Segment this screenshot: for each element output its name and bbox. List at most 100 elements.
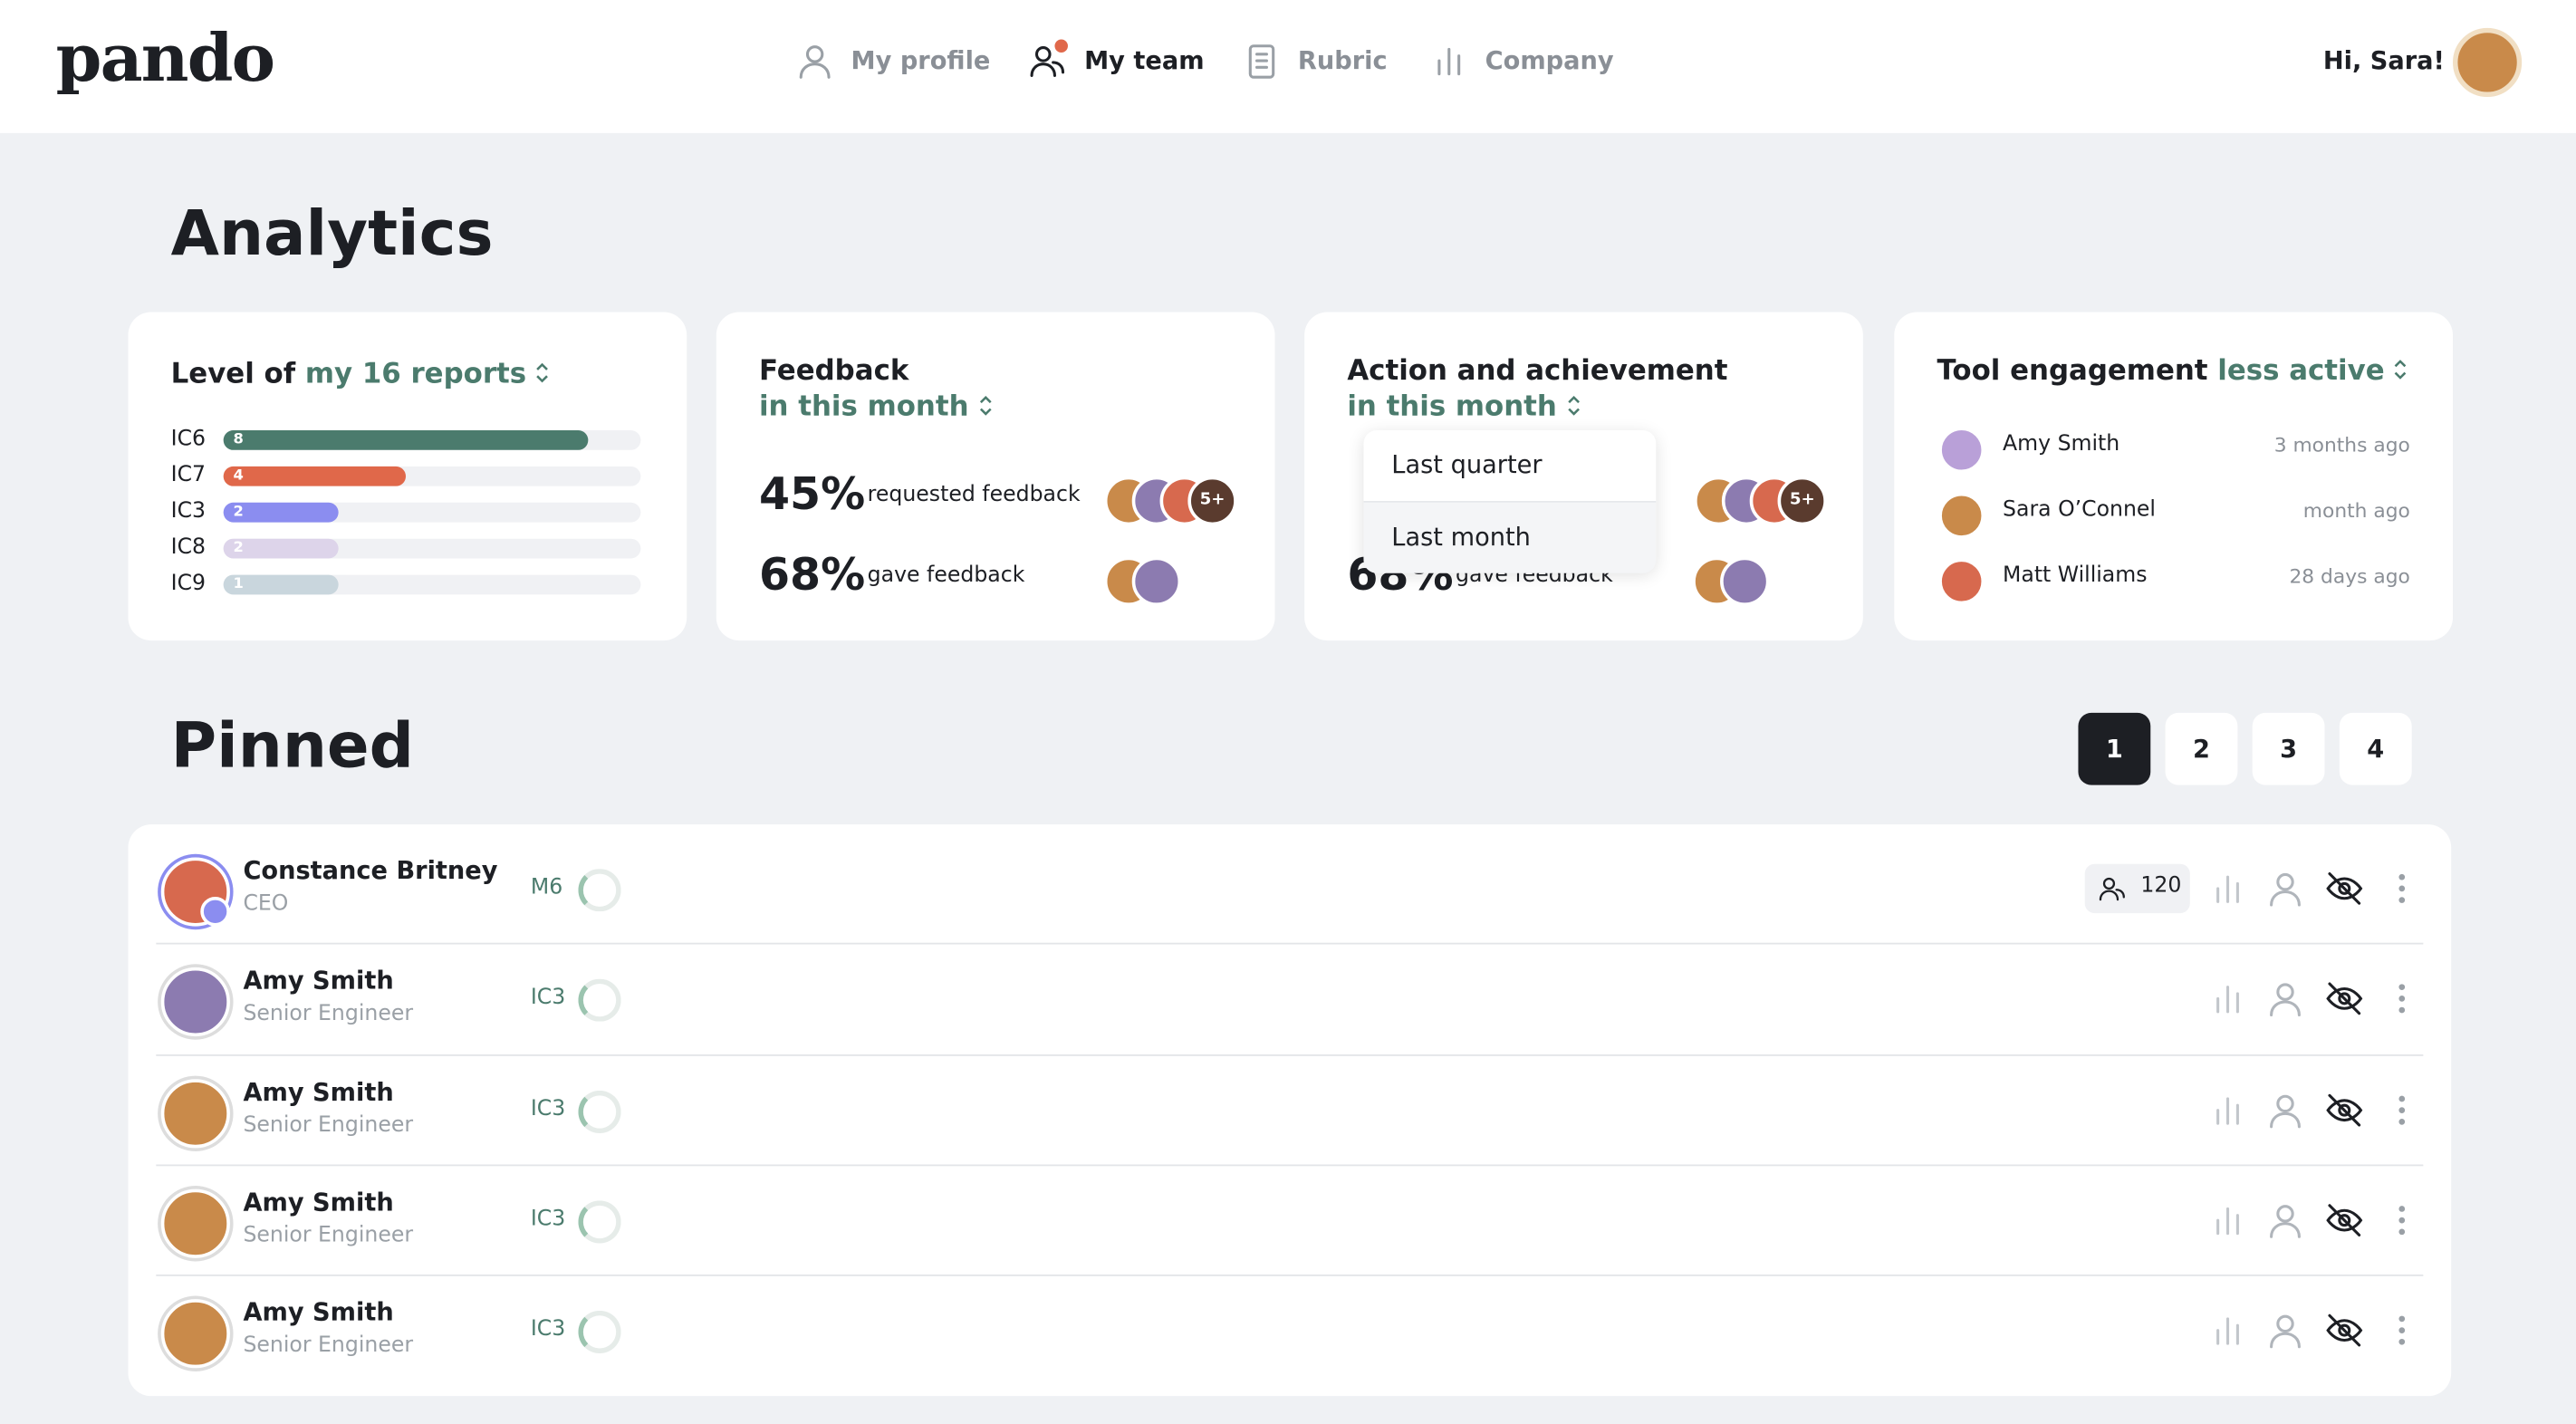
nav-icon (1429, 41, 1469, 87)
profile-button[interactable] (2265, 1311, 2305, 1357)
stat-label: gave feedback (867, 563, 1025, 589)
nav-item[interactable]: My team (1084, 45, 1205, 76)
card: Feedback in this month 45% requested feedba… (716, 312, 1275, 641)
title-text: Tool engagement (1937, 354, 2208, 388)
bar-label: IC3 (170, 499, 207, 524)
time-ago: 28 days ago (2289, 564, 2410, 589)
analytics-button[interactable] (2208, 979, 2248, 1025)
bar-count: 1 (233, 576, 244, 593)
selector[interactable]: my 16 reports (304, 358, 552, 391)
bar-count: 4 (233, 467, 244, 485)
bar: 2 (223, 538, 339, 559)
person-name[interactable]: Amy Smith (243, 966, 394, 996)
hide-button[interactable] (2325, 1090, 2365, 1136)
more-button[interactable] (2382, 869, 2422, 915)
level-label: IC3 (530, 1207, 566, 1232)
selector-text: in this month (758, 390, 969, 424)
section-title: Pinned (170, 709, 415, 783)
nav-icon (795, 41, 835, 87)
time-ago: month ago (2302, 499, 2410, 523)
person-role: Senior Engineer (243, 1002, 414, 1027)
card: Tool engagement less active Amy Smith 3 mo… (1894, 312, 2454, 641)
card-title: Feedback (758, 354, 909, 388)
profile-button[interactable] (2265, 1200, 2305, 1246)
row-divider (156, 1054, 2424, 1056)
level-label: IC3 (530, 1096, 566, 1121)
avatar (160, 967, 230, 1037)
bar: 2 (223, 502, 339, 523)
badge (200, 896, 230, 927)
header (0, 0, 2576, 133)
more-button[interactable] (2382, 1090, 2422, 1136)
greeting: Hi, Sara! (2322, 45, 2445, 76)
nav-item[interactable]: My profile (851, 45, 991, 76)
person-name[interactable]: Constance Britney (243, 855, 498, 886)
hide-button[interactable] (2325, 979, 2365, 1025)
card-title: Level of my 16 reports (170, 358, 552, 391)
title-text: Level of (170, 358, 296, 391)
page-button[interactable]: 2 (2165, 712, 2238, 785)
selector[interactable]: in this month (759, 391, 994, 424)
user-name: Matt Williams (2003, 563, 2148, 589)
reports-icon (2098, 874, 2128, 909)
more-count: 5+ (1777, 476, 1827, 526)
analytics-button[interactable] (2208, 1311, 2248, 1357)
card: Level of my 16 reports IC6 8 IC7 4 IC3 2 IC8 2 IC… (128, 312, 687, 641)
page-button[interactable]: 3 (2252, 712, 2325, 785)
card: Action and achievement in this month 5+ 68%… (1304, 312, 1863, 641)
person-role: Senior Engineer (243, 1223, 414, 1248)
notification-dot (1054, 39, 1068, 53)
progress-ring (578, 979, 621, 1023)
level-label: M6 (530, 875, 563, 900)
dropdown-option[interactable]: Last quarter (1391, 449, 1543, 480)
user-avatar[interactable] (2453, 27, 2523, 97)
time-ago: 3 months ago (2273, 433, 2410, 457)
dropdown-option[interactable]: Last month (1363, 500, 1657, 573)
profile-button[interactable] (2265, 1090, 2305, 1136)
person-role: CEO (243, 891, 289, 917)
count-text: 120 (2140, 873, 2182, 899)
person-role: Senior Engineer (243, 1112, 414, 1138)
analytics-button[interactable] (2208, 869, 2248, 915)
page-button[interactable]: 1 (2078, 712, 2151, 785)
progress-ring (578, 1090, 621, 1133)
analytics-button[interactable] (2208, 1090, 2248, 1136)
more-button[interactable] (2382, 1200, 2422, 1246)
card-title: Tool engagement less active (1937, 355, 2408, 388)
logo[interactable]: pando (55, 19, 275, 97)
bar-label: IC6 (170, 427, 207, 452)
nav-icon (1242, 41, 1282, 87)
page-button[interactable]: 4 (2339, 712, 2412, 785)
avatar (1131, 556, 1182, 607)
analytics-button[interactable] (2208, 1200, 2248, 1246)
nav-item[interactable]: Rubric (1297, 45, 1388, 76)
hide-button[interactable] (2325, 1311, 2365, 1357)
table-card: Constance Britney CEO M6 120 Amy Smith Senior… (128, 824, 2452, 1397)
bar-label: IC8 (170, 535, 207, 561)
row-divider (156, 943, 2424, 946)
user-name: Amy Smith (2003, 431, 2120, 457)
selector-text: my 16 reports (304, 358, 527, 391)
bar-label: IC7 (170, 463, 207, 488)
dropdown: Last quarter Last month (1363, 430, 1657, 573)
person-name[interactable]: Amy Smith (243, 1297, 394, 1328)
selector[interactable]: less active (2217, 355, 2409, 388)
bar: 4 (223, 466, 407, 486)
profile-button[interactable] (2265, 979, 2305, 1025)
more-button[interactable] (2382, 1311, 2422, 1357)
profile-button[interactable] (2265, 869, 2305, 915)
hide-button[interactable] (2325, 1200, 2365, 1246)
hide-button[interactable] (2325, 869, 2365, 915)
person-name[interactable]: Amy Smith (243, 1187, 394, 1217)
person-name[interactable]: Amy Smith (243, 1076, 394, 1107)
selector[interactable]: in this month (1347, 391, 1581, 424)
more-button[interactable] (2382, 979, 2422, 1025)
avatar (160, 1078, 230, 1148)
nav-item[interactable]: Company (1485, 45, 1614, 76)
bar-count: 2 (233, 504, 244, 521)
bar: 1 (223, 574, 339, 595)
user-name: Sara O’Connel (2003, 497, 2156, 523)
reports-count: 120 (2084, 863, 2190, 914)
